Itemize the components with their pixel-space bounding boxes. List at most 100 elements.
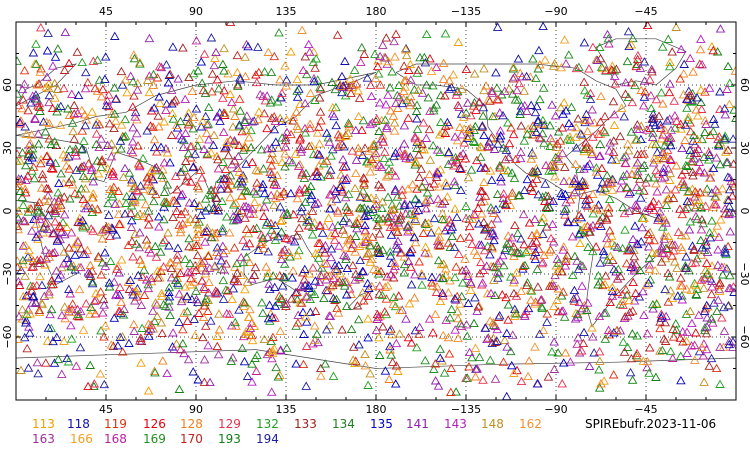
observation-marker bbox=[444, 75, 455, 85]
observation-marker bbox=[350, 275, 360, 284]
observation-marker bbox=[350, 183, 360, 193]
observation-marker bbox=[280, 149, 290, 158]
observation-marker bbox=[471, 105, 481, 114]
observation-marker bbox=[155, 98, 165, 107]
observation-marker bbox=[509, 173, 520, 183]
observation-marker bbox=[390, 222, 401, 231]
observation-marker bbox=[44, 118, 55, 128]
observation-marker bbox=[699, 168, 710, 177]
observation-marker bbox=[334, 241, 344, 250]
observation-marker bbox=[298, 65, 309, 75]
observation-marker bbox=[292, 294, 303, 304]
observation-marker bbox=[568, 270, 578, 280]
observation-marker bbox=[260, 95, 271, 105]
observation-marker bbox=[517, 71, 527, 81]
observation-marker bbox=[310, 335, 320, 344]
observation-marker bbox=[504, 138, 515, 148]
observation-marker bbox=[481, 261, 492, 270]
observation-marker bbox=[718, 270, 728, 279]
observation-marker bbox=[200, 300, 210, 310]
observation-marker bbox=[72, 47, 83, 56]
observation-marker bbox=[678, 337, 688, 346]
observation-marker bbox=[372, 221, 382, 230]
observation-marker bbox=[233, 81, 243, 91]
observation-marker bbox=[229, 135, 240, 145]
observation-marker bbox=[655, 212, 665, 221]
right-tick-label: −60 bbox=[738, 325, 750, 348]
observation-marker bbox=[723, 195, 734, 205]
observation-marker bbox=[359, 180, 369, 190]
observation-marker bbox=[661, 243, 671, 252]
observation-marker bbox=[64, 110, 75, 119]
left-tick-label: −30 bbox=[1, 262, 14, 285]
observation-marker bbox=[577, 281, 587, 290]
observation-marker bbox=[200, 237, 210, 246]
observation-marker bbox=[494, 268, 505, 278]
observation-marker bbox=[363, 380, 373, 389]
observation-marker bbox=[683, 187, 693, 196]
observation-marker bbox=[389, 126, 400, 135]
observation-marker bbox=[650, 120, 661, 130]
observation-marker bbox=[293, 161, 304, 170]
observation-marker bbox=[77, 57, 87, 67]
observation-marker bbox=[242, 277, 253, 286]
observation-marker bbox=[588, 189, 598, 198]
observation-marker bbox=[478, 375, 488, 384]
observation-marker bbox=[469, 97, 480, 107]
observation-marker bbox=[64, 58, 74, 67]
observation-marker bbox=[552, 295, 562, 304]
observation-marker bbox=[35, 271, 45, 281]
observation-marker bbox=[73, 90, 84, 100]
observation-marker bbox=[509, 241, 519, 251]
observation-marker bbox=[278, 281, 288, 290]
observation-marker bbox=[185, 267, 195, 277]
observation-marker bbox=[493, 95, 504, 104]
observation-marker bbox=[104, 90, 114, 99]
observation-marker bbox=[94, 75, 105, 84]
observation-marker bbox=[479, 245, 490, 255]
observation-marker bbox=[66, 227, 77, 237]
observation-marker bbox=[636, 236, 646, 246]
observation-marker bbox=[219, 265, 229, 274]
observation-marker bbox=[357, 125, 367, 134]
observation-marker bbox=[58, 178, 69, 188]
observation-marker bbox=[245, 304, 255, 314]
observation-marker bbox=[202, 226, 212, 235]
observation-marker bbox=[218, 59, 228, 68]
observation-marker bbox=[132, 128, 142, 138]
observation-marker bbox=[553, 348, 563, 357]
observation-marker bbox=[656, 173, 667, 183]
observation-marker bbox=[168, 328, 178, 337]
observation-marker bbox=[427, 272, 437, 281]
observation-marker bbox=[344, 207, 355, 216]
observation-marker bbox=[695, 44, 706, 54]
observation-marker bbox=[534, 45, 544, 55]
observation-marker bbox=[558, 109, 568, 118]
observation-marker bbox=[175, 344, 186, 354]
observation-marker bbox=[263, 268, 273, 278]
observation-marker bbox=[206, 232, 217, 242]
observation-marker bbox=[296, 298, 307, 307]
observation-marker bbox=[222, 212, 232, 221]
observation-marker bbox=[683, 115, 693, 124]
observation-marker bbox=[697, 59, 707, 69]
observation-marker bbox=[419, 145, 430, 154]
observation-marker bbox=[304, 280, 314, 290]
observation-marker bbox=[484, 142, 494, 151]
legend-entry: 162 bbox=[519, 417, 542, 431]
observation-marker bbox=[490, 374, 501, 383]
observation-marker bbox=[608, 370, 619, 379]
observation-marker bbox=[685, 306, 696, 315]
observation-marker bbox=[553, 127, 564, 136]
observation-marker bbox=[455, 122, 465, 132]
observation-marker bbox=[405, 247, 415, 256]
observation-marker bbox=[595, 356, 605, 365]
observation-marker bbox=[168, 212, 178, 222]
observation-marker bbox=[628, 234, 638, 243]
observation-marker bbox=[531, 73, 541, 83]
observation-marker bbox=[69, 100, 79, 110]
observation-marker bbox=[61, 222, 72, 231]
observation-marker bbox=[509, 288, 519, 298]
observation-marker bbox=[516, 147, 526, 156]
observation-marker bbox=[550, 270, 560, 280]
